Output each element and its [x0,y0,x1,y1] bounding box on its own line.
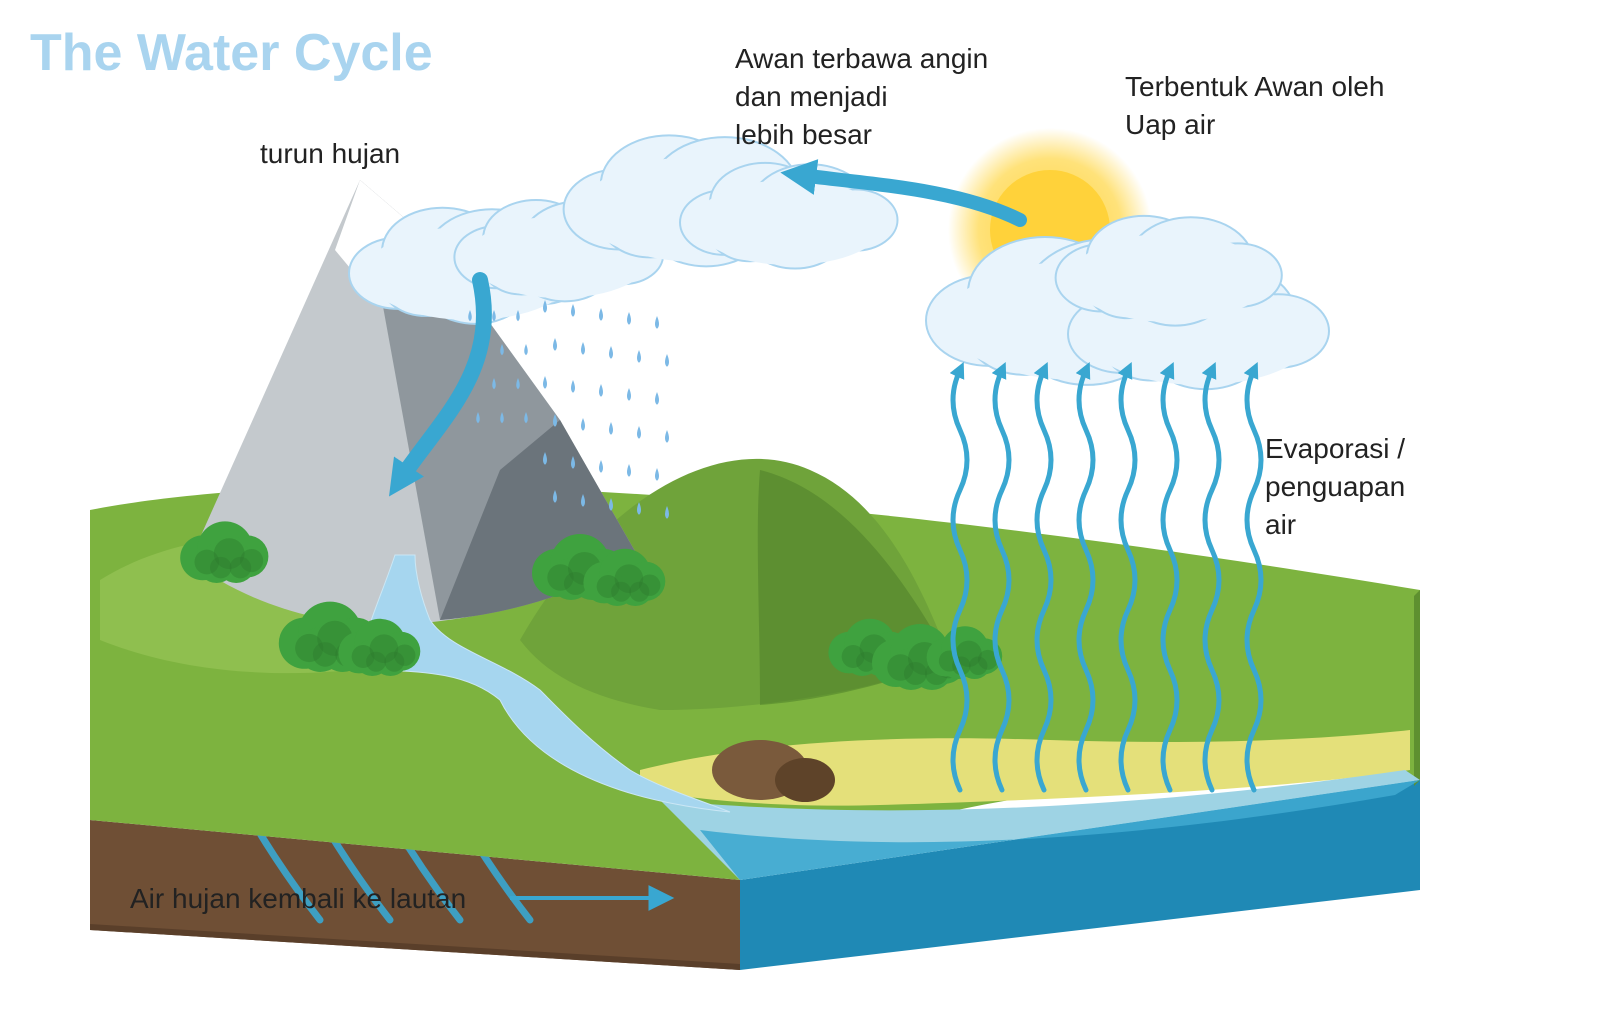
raindrop-icon [609,422,613,435]
label-cloud-transport: Awan terbawa angin dan menjadi lebih bes… [735,40,988,153]
label-evaporation: Evaporasi / penguapan air [1265,430,1405,543]
raindrop-icon [637,350,641,363]
water-cycle-diagram: The Water Cycle turun hujan Awan terbawa… [0,0,1600,1034]
raindrop-icon [599,384,603,397]
raindrop-icon [627,312,631,325]
raindrop-icon [627,388,631,401]
raindrop-icon [637,426,641,439]
raindrop-icon [655,468,659,481]
raindrop-icon [627,464,631,477]
raindrop-icon [609,346,613,359]
raindrop-icon [665,354,669,367]
raindrop-icon [655,316,659,329]
raindrop-icon [581,342,585,355]
raindrop-icon [665,430,669,443]
raindrop-icon [581,418,585,431]
label-precipitation: turun hujan [260,135,400,173]
raindrop-icon [571,304,575,317]
raindrop-icon [553,338,557,351]
raindrop-icon [655,392,659,405]
raindrop-icon [599,460,603,473]
label-cloud-formation: Terbentuk Awan oleh Uap air [1125,68,1384,144]
raindrop-icon [543,376,547,389]
raindrop-icon [524,344,528,355]
label-return-to-ocean: Air hujan kembali ke lautan [130,880,466,918]
raindrop-icon [571,380,575,393]
raindrop-icon [599,308,603,321]
